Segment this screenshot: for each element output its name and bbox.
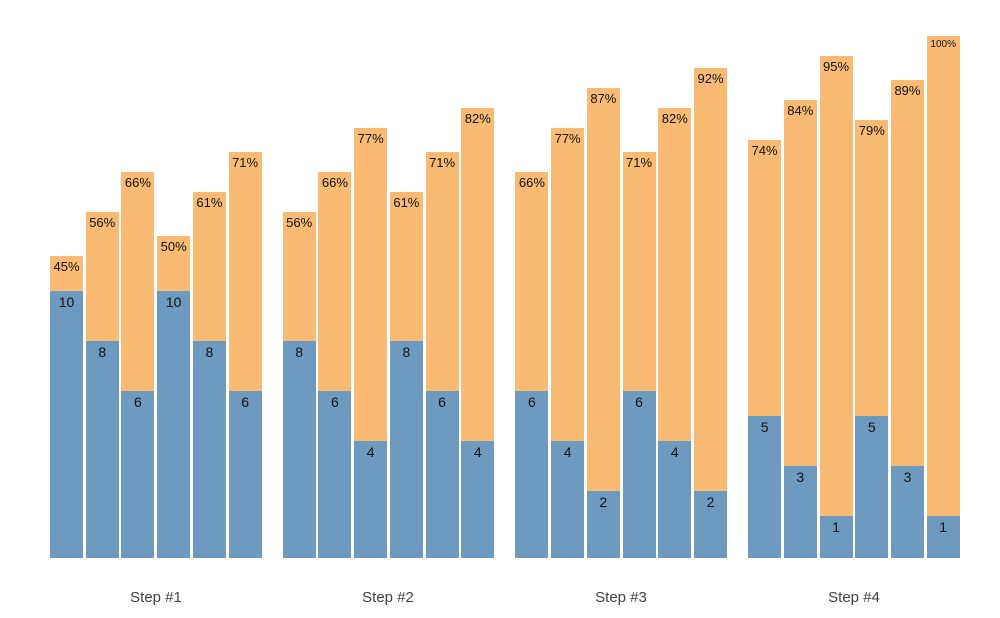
percent-segment bbox=[926, 36, 960, 516]
count-segment bbox=[783, 466, 817, 558]
percent-segment bbox=[890, 80, 924, 466]
count-segment bbox=[121, 391, 155, 558]
percent-segment bbox=[748, 140, 782, 416]
count-segment bbox=[354, 441, 388, 558]
percent-segment bbox=[515, 172, 549, 391]
percent-segment bbox=[282, 212, 316, 341]
percent-segment bbox=[658, 108, 692, 441]
percent-segment bbox=[425, 152, 459, 391]
count-segment bbox=[551, 441, 585, 558]
percent-segment bbox=[121, 172, 155, 391]
percent-segment bbox=[551, 128, 585, 441]
count-segment bbox=[318, 391, 352, 558]
percent-segment bbox=[622, 152, 656, 391]
count-segment bbox=[890, 466, 924, 558]
count-segment bbox=[282, 341, 316, 558]
count-segment bbox=[819, 516, 853, 558]
percent-segment bbox=[389, 192, 423, 341]
count-segment bbox=[228, 391, 262, 558]
count-segment bbox=[192, 341, 226, 558]
percent-segment bbox=[694, 68, 727, 491]
count-segment bbox=[85, 341, 119, 558]
count-segment bbox=[50, 291, 83, 558]
category-label-step-1: Step #1 bbox=[130, 589, 182, 606]
category-label-step-3: Step #3 bbox=[595, 589, 647, 606]
count-segment bbox=[926, 516, 960, 558]
count-segment bbox=[157, 291, 191, 558]
category-label-step-4: Step #4 bbox=[828, 589, 880, 606]
count-segment bbox=[855, 416, 889, 558]
percent-segment bbox=[586, 88, 620, 491]
percent-segment bbox=[354, 128, 388, 441]
percent-segment bbox=[461, 108, 495, 441]
percent-segment bbox=[85, 212, 119, 341]
percent-segment bbox=[192, 192, 226, 341]
count-segment bbox=[748, 416, 782, 558]
percent-segment bbox=[819, 56, 853, 516]
count-segment bbox=[461, 441, 495, 558]
count-segment bbox=[425, 391, 459, 558]
percent-segment bbox=[318, 172, 352, 391]
count-segment bbox=[658, 441, 692, 558]
percent-segment bbox=[783, 100, 817, 466]
count-segment bbox=[622, 391, 656, 558]
count-segment bbox=[515, 391, 549, 558]
percent-segment bbox=[157, 236, 191, 291]
count-segment bbox=[389, 341, 423, 558]
count-segment bbox=[586, 491, 620, 558]
percent-segment bbox=[50, 256, 83, 291]
percent-segment bbox=[228, 152, 262, 391]
category-label-step-2: Step #2 bbox=[362, 589, 414, 606]
count-segment bbox=[694, 491, 727, 558]
percent-segment bbox=[855, 120, 889, 416]
